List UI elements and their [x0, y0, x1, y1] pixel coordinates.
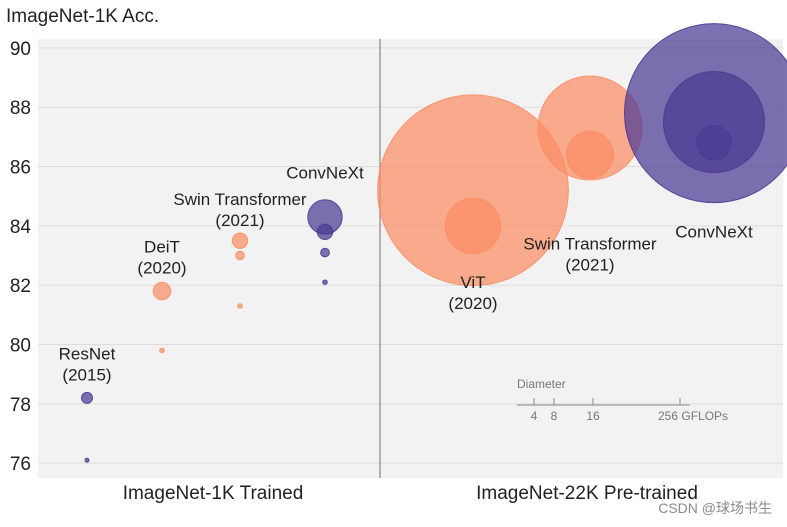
bubble-swin-transformer-s0-1	[235, 250, 245, 261]
section-label-22k: ImageNet-22K Pre-trained	[476, 483, 698, 504]
bubbles	[81, 23, 787, 463]
label-deit-1: DeiT (2020)	[137, 238, 186, 278]
bubble-deit-s0-0	[152, 281, 172, 301]
label-swin-transformer-2: Swin Transformer (2021)	[173, 190, 307, 230]
bubble-convnext-s1-2	[696, 125, 732, 161]
label-vit-4: ViT (2020)	[448, 273, 497, 313]
size-legend-label-4: 4	[531, 409, 538, 423]
y-tick-label-86: 86	[10, 158, 31, 179]
bubble-vit-s1-0	[377, 94, 569, 287]
size-legend-label-8: 8	[551, 409, 558, 423]
bubble-resnet-s0-1	[84, 457, 90, 463]
label-swin-transformer-5: Swin Transformer (2021)	[523, 235, 657, 275]
bubble-convnext-s0-2	[320, 247, 330, 258]
chart-title: ImageNet-1K Acc.	[6, 6, 159, 27]
annotations: ResNet (2015) DeiT (2020) Swin Transformer (2…	[59, 163, 753, 384]
bubble-deit-s0-1	[159, 347, 165, 354]
y-tick-label-76: 76	[10, 454, 31, 475]
bubble-swin-transformer-s0-0	[231, 232, 249, 249]
y-tick-label-78: 78	[10, 395, 31, 416]
label-convnext-3: ConvNeXt	[286, 163, 364, 182]
bubble-vit-s1-1	[444, 197, 502, 255]
bubble-convnext-s1-1	[663, 71, 765, 174]
bubble-swin-transformer-s1-1	[566, 130, 614, 179]
size-legend-label-256: 256 GFLOPs	[658, 409, 728, 423]
y-tick-label-80: 80	[10, 336, 31, 357]
label-resnet-0: ResNet (2015)	[59, 344, 116, 384]
bubble-swin-transformer-s0-2	[237, 303, 243, 309]
y-tick-label-82: 82	[10, 276, 31, 297]
y-tick-label-90: 90	[10, 39, 31, 60]
bubble-convnext-s0-1	[316, 223, 334, 241]
bubble-resnet-s0-0	[81, 391, 93, 404]
bubble-convnext-s0-3	[322, 279, 328, 285]
size-legend: Diameter 4 8 16 256 GFLOPs	[517, 377, 728, 423]
section-label-1k: ImageNet-1K Trained	[123, 483, 304, 504]
watermark: CSDN @球场书生	[658, 500, 772, 516]
label-convnext-6: ConvNeXt	[675, 223, 753, 242]
size-legend-title: Diameter	[517, 377, 566, 391]
y-tick-label-84: 84	[10, 217, 32, 238]
y-axis: 76 78 80 82 84 86 88 90	[10, 39, 32, 475]
size-legend-label-16: 16	[586, 409, 600, 423]
y-tick-label-88: 88	[10, 98, 31, 119]
